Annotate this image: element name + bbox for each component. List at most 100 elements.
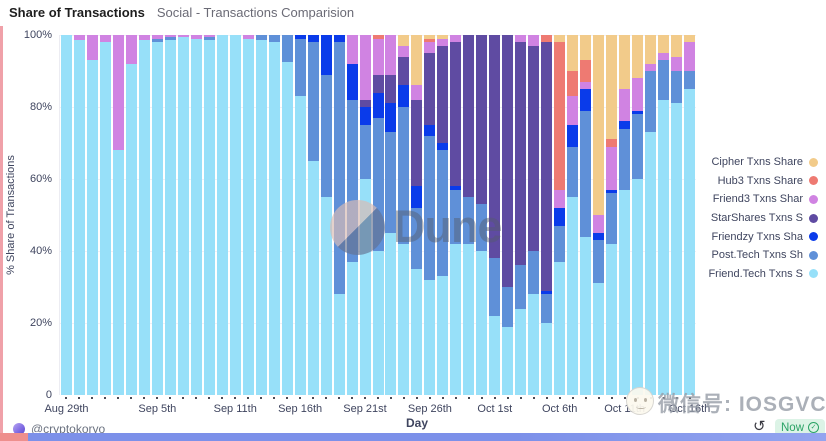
bar-stack[interactable] bbox=[593, 35, 605, 395]
bar-segment[interactable] bbox=[580, 81, 592, 90]
bar-stack[interactable] bbox=[268, 35, 280, 395]
bar-segment[interactable] bbox=[229, 35, 241, 395]
legend-item[interactable]: Hub3 Txns Share bbox=[708, 172, 818, 191]
bar-segment[interactable] bbox=[424, 279, 436, 395]
bar-segment[interactable] bbox=[437, 35, 449, 39]
bar-segment[interactable] bbox=[554, 207, 566, 226]
bar-segment[interactable] bbox=[619, 89, 631, 122]
bar-segment[interactable] bbox=[190, 35, 202, 39]
bar-segment[interactable] bbox=[684, 42, 695, 71]
bar-segment[interactable] bbox=[359, 99, 371, 107]
bar-segment[interactable] bbox=[359, 179, 371, 395]
bar-segment[interactable] bbox=[424, 125, 436, 136]
bar-segment[interactable] bbox=[164, 35, 176, 37]
bar-segment[interactable] bbox=[164, 40, 176, 395]
bar-segment[interactable] bbox=[606, 146, 618, 190]
bar-segment[interactable] bbox=[567, 125, 579, 147]
bar-stack[interactable] bbox=[125, 35, 137, 395]
bar-segment[interactable] bbox=[684, 35, 695, 43]
bar-segment[interactable] bbox=[476, 204, 488, 251]
bar-segment[interactable] bbox=[437, 150, 449, 277]
bar-segment[interactable] bbox=[99, 35, 111, 43]
refresh-icon[interactable]: ↺ bbox=[753, 418, 766, 435]
bar-segment[interactable] bbox=[385, 233, 397, 395]
bar-segment[interactable] bbox=[541, 294, 553, 323]
bar-stack[interactable] bbox=[567, 35, 579, 395]
bar-segment[interactable] bbox=[567, 35, 579, 72]
bar-segment[interactable] bbox=[437, 276, 449, 395]
bar-stack[interactable] bbox=[307, 35, 319, 395]
bar-segment[interactable] bbox=[411, 35, 423, 86]
bar-stack[interactable] bbox=[255, 35, 267, 395]
bar-segment[interactable] bbox=[645, 132, 657, 395]
bar-segment[interactable] bbox=[528, 294, 540, 395]
bar-segment[interactable] bbox=[359, 125, 371, 179]
bar-segment[interactable] bbox=[554, 35, 566, 43]
bar-stack[interactable] bbox=[684, 35, 695, 395]
bar-segment[interactable] bbox=[502, 35, 514, 288]
bar-stack[interactable] bbox=[528, 35, 540, 395]
bar-segment[interactable] bbox=[450, 189, 462, 244]
bar-stack[interactable] bbox=[60, 35, 72, 395]
bar-segment[interactable] bbox=[190, 38, 202, 395]
bar-stack[interactable] bbox=[424, 35, 436, 395]
bar-segment[interactable] bbox=[671, 56, 683, 72]
bar-segment[interactable] bbox=[450, 42, 462, 187]
bar-stack[interactable] bbox=[73, 35, 85, 395]
bar-stack[interactable] bbox=[645, 35, 657, 395]
bar-segment[interactable] bbox=[216, 35, 228, 395]
bar-segment[interactable] bbox=[684, 89, 695, 395]
bar-segment[interactable] bbox=[372, 38, 384, 75]
bar-segment[interactable] bbox=[138, 35, 150, 41]
legend-item[interactable]: StarShares Txns S bbox=[708, 209, 818, 228]
bar-segment[interactable] bbox=[437, 38, 449, 46]
bar-segment[interactable] bbox=[177, 36, 189, 395]
bar-segment[interactable] bbox=[255, 40, 267, 395]
bar-segment[interactable] bbox=[619, 189, 631, 395]
bar-segment[interactable] bbox=[372, 35, 384, 39]
bar-stack[interactable] bbox=[463, 35, 475, 395]
bar-segment[interactable] bbox=[489, 315, 501, 395]
bar-segment[interactable] bbox=[60, 35, 72, 395]
bar-stack[interactable] bbox=[151, 35, 163, 395]
bar-segment[interactable] bbox=[489, 258, 501, 316]
bar-segment[interactable] bbox=[632, 35, 644, 79]
bar-segment[interactable] bbox=[489, 35, 501, 259]
bar-segment[interactable] bbox=[411, 269, 423, 395]
bar-segment[interactable] bbox=[333, 294, 345, 395]
bar-segment[interactable] bbox=[411, 207, 423, 269]
bar-segment[interactable] bbox=[372, 251, 384, 395]
bar-stack[interactable] bbox=[372, 35, 384, 395]
bar-segment[interactable] bbox=[151, 42, 163, 395]
bar-segment[interactable] bbox=[463, 243, 475, 395]
legend-item[interactable]: Post.Tech Txns Sh bbox=[708, 246, 818, 265]
bar-segment[interactable] bbox=[645, 71, 657, 133]
bar-segment[interactable] bbox=[398, 85, 410, 108]
bar-stack[interactable] bbox=[320, 35, 332, 395]
bar-segment[interactable] bbox=[294, 35, 306, 39]
bar-segment[interactable] bbox=[242, 38, 254, 395]
bar-segment[interactable] bbox=[437, 143, 449, 151]
bar-segment[interactable] bbox=[580, 236, 592, 395]
bar-segment[interactable] bbox=[398, 45, 410, 57]
chart-plot-area[interactable] bbox=[60, 35, 696, 395]
bar-segment[interactable] bbox=[164, 36, 176, 41]
bar-stack[interactable] bbox=[541, 35, 553, 395]
bar-stack[interactable] bbox=[398, 35, 410, 395]
bar-segment[interactable] bbox=[73, 40, 85, 395]
bar-stack[interactable] bbox=[190, 35, 202, 395]
bar-segment[interactable] bbox=[619, 35, 631, 90]
legend-item[interactable]: Friendzy Txns Sha bbox=[708, 227, 818, 246]
bar-stack[interactable] bbox=[385, 35, 397, 395]
bar-segment[interactable] bbox=[632, 110, 644, 115]
author-credit[interactable]: @cryptokoryo bbox=[13, 422, 105, 436]
legend-item[interactable]: Friend.Tech Txns S bbox=[708, 265, 818, 284]
bar-segment[interactable] bbox=[580, 60, 592, 82]
bar-stack[interactable] bbox=[515, 35, 527, 395]
bar-segment[interactable] bbox=[307, 161, 319, 395]
bar-segment[interactable] bbox=[294, 96, 306, 395]
bar-segment[interactable] bbox=[307, 42, 319, 161]
bar-segment[interactable] bbox=[268, 35, 280, 43]
bar-segment[interactable] bbox=[671, 35, 683, 57]
bar-segment[interactable] bbox=[112, 150, 124, 395]
